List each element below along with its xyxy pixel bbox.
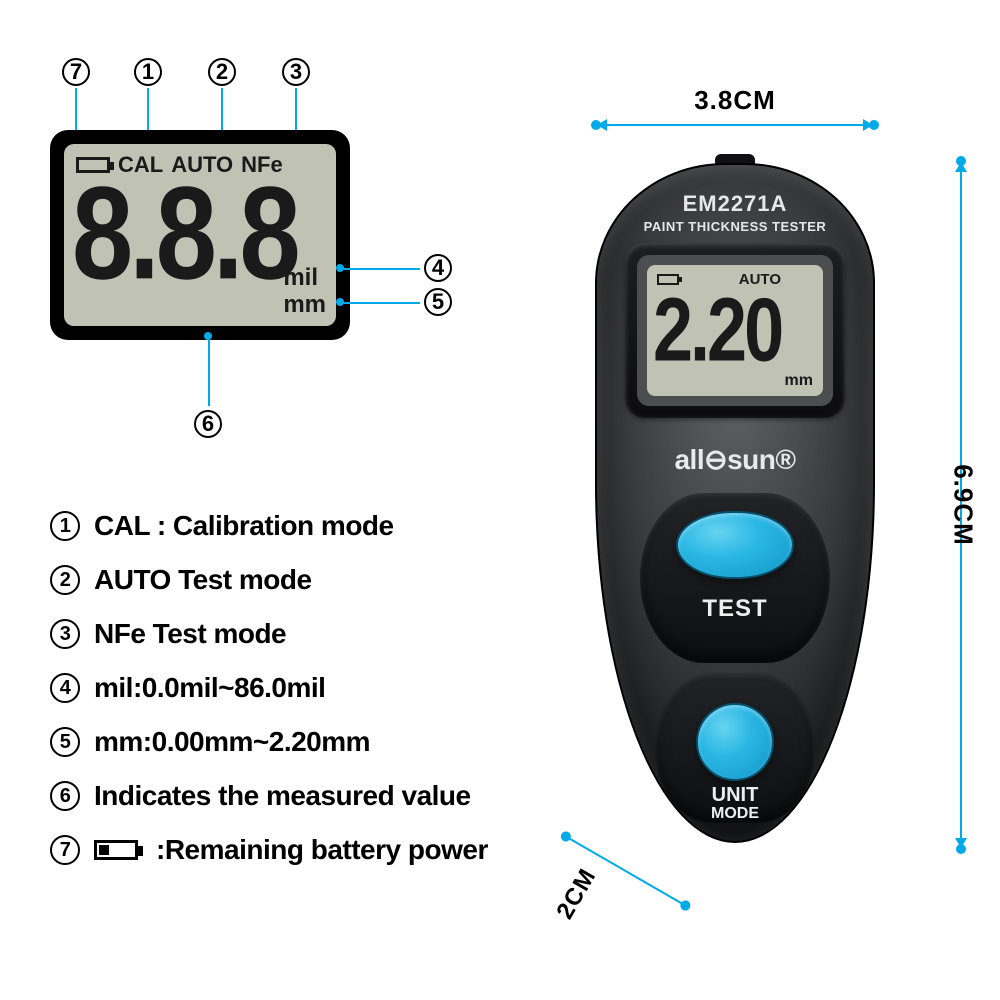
callout-3: 3 — [282, 58, 310, 86]
unit-mode-button[interactable] — [696, 703, 774, 781]
callout-4: 4 — [424, 254, 452, 282]
legend-text: AUTO Test mode — [94, 564, 312, 596]
dimension-width-label: 3.8CM — [595, 85, 875, 116]
legend-num: 7 — [50, 835, 80, 865]
legend-text: CAL : Calibration mode — [94, 510, 394, 542]
legend-text: mm:0.00mm~2.20mm — [94, 726, 370, 758]
test-button-label: TEST — [595, 595, 875, 623]
legend-item: 3 NFe Test mode — [50, 618, 488, 650]
legend-item: 1 CAL : Calibration mode — [50, 510, 488, 542]
callout-5: 5 — [424, 288, 452, 316]
dimension-height-label: 6.9CM — [948, 464, 979, 546]
lcd-units: mil mm — [283, 265, 326, 318]
lcd-unit-mm: mm — [283, 292, 326, 318]
legend-item: 4 mil:0.0mil~86.0mil — [50, 672, 488, 704]
unit-button-label: UNIT MODE — [595, 785, 875, 823]
callout-1: 1 — [134, 58, 162, 86]
dimension-height: 6.9CM — [930, 160, 980, 850]
lcd-diagram: 7 1 2 3 CAL AUTO NFe 8.8.8 mil mm — [50, 130, 430, 340]
callout-6: 6 — [194, 410, 222, 438]
legend-num: 5 — [50, 727, 80, 757]
device-screen-bezel: AUTO 2.20 mm — [637, 255, 833, 406]
legend-text: NFe Test mode — [94, 618, 286, 650]
dimension-depth-label: 2CM — [551, 864, 602, 924]
legend-num: 6 — [50, 781, 80, 811]
legend-item: 6 Indicates the measured value — [50, 780, 488, 812]
leader — [340, 302, 420, 304]
device-area: 3.8CM 6.9CM 2CM EM2271A PAINT THICKNESS … — [530, 85, 970, 955]
device-brand: all⊖sun® — [595, 443, 875, 476]
callout-7: 7 — [62, 58, 90, 86]
legend-num: 4 — [50, 673, 80, 703]
dimension-arrow — [595, 124, 875, 126]
leader-dot — [204, 332, 212, 340]
legend-text: Indicates the measured value — [94, 780, 471, 812]
callout-row-top: 7 1 2 3 — [50, 60, 430, 130]
device-unit-label: mm — [785, 372, 813, 390]
leader-dot — [336, 298, 344, 306]
legend-num: 2 — [50, 565, 80, 595]
leader — [340, 268, 420, 270]
callout-2: 2 — [208, 58, 236, 86]
device: EM2271A PAINT THICKNESS TESTER AUTO 2.20… — [595, 163, 875, 843]
device-screen-frame: AUTO 2.20 mm — [625, 243, 845, 418]
device-subtitle: PAINT THICKNESS TESTER — [595, 219, 875, 234]
leader — [208, 336, 210, 406]
legend-text: mil:0.0mil~86.0mil — [94, 672, 325, 704]
dimension-width: 3.8CM — [595, 85, 875, 126]
lcd-screen: CAL AUTO NFe 8.8.8 mil mm — [64, 144, 336, 326]
lcd-unit-mil: mil — [283, 265, 326, 291]
legend-num: 3 — [50, 619, 80, 649]
unit-label-sub: MODE — [595, 806, 875, 823]
unit-label-main: UNIT — [712, 784, 759, 806]
device-model-label: EM2271A — [595, 191, 875, 217]
lcd-frame: CAL AUTO NFe 8.8.8 mil mm — [50, 130, 350, 340]
legend-num: 1 — [50, 511, 80, 541]
legend-text: :Remaining battery power — [156, 834, 488, 866]
legend-item: 2 AUTO Test mode — [50, 564, 488, 596]
leader-dot — [336, 264, 344, 272]
battery-icon — [94, 840, 138, 860]
test-button[interactable] — [676, 511, 794, 579]
device-screen: AUTO 2.20 mm — [647, 265, 823, 396]
device-reading: 2.20 — [647, 288, 823, 373]
device-header: EM2271A PAINT THICKNESS TESTER — [595, 191, 875, 234]
legend: 1 CAL : Calibration mode 2 AUTO Test mod… — [50, 510, 488, 888]
legend-item: 5 mm:0.00mm~2.20mm — [50, 726, 488, 758]
legend-item: 7 :Remaining battery power — [50, 834, 488, 866]
